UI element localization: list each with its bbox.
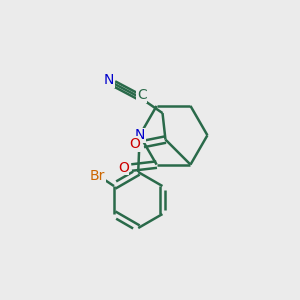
Text: O: O — [130, 137, 141, 151]
Text: N: N — [103, 73, 114, 87]
Text: Br: Br — [90, 169, 106, 183]
Text: O: O — [118, 160, 129, 175]
Text: C: C — [137, 88, 147, 102]
Text: N: N — [134, 128, 145, 142]
